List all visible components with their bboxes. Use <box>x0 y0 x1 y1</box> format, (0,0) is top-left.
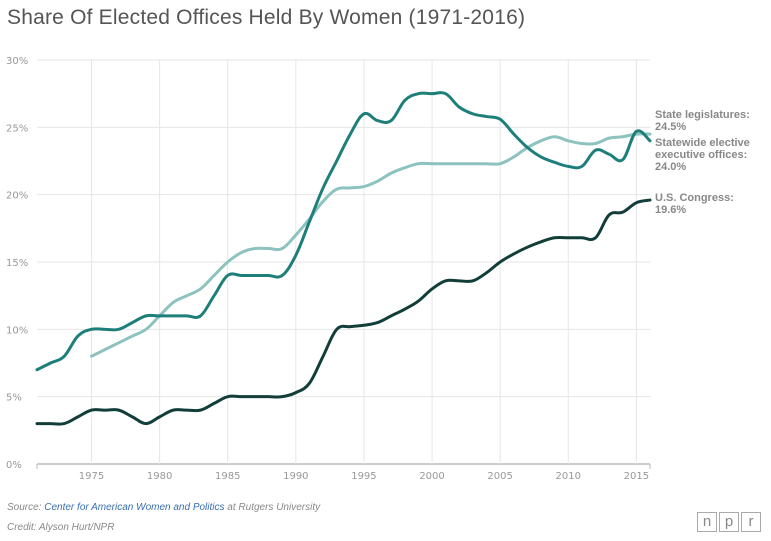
label-layer: State legislatures:24.5% Statewide electi… <box>655 109 750 216</box>
x-tick-label: 2005 <box>487 471 512 482</box>
source-link[interactable]: Center for American Women and Politics <box>44 502 225 513</box>
line-chart: 0% 5% 10% 15% 20% 25% 30% 1975 1980 1985 1990 1995 2… <box>6 56 750 482</box>
series-value-us-congress: 19.6% <box>655 204 686 216</box>
y-tick-label: 30% <box>6 56 28 67</box>
series-line-us-congress <box>35 198 652 426</box>
chart-title: Share Of Elected Offices Held By Women (… <box>7 6 526 29</box>
y-tick-label: 5% <box>6 393 22 404</box>
series-line-state-legislatures <box>35 91 652 372</box>
logo-letter-r: r <box>741 512 761 532</box>
series-layer <box>35 91 652 426</box>
credit-note: Credit: Alyson Hurt/NPR <box>7 522 115 533</box>
x-tick-label: 2015 <box>624 471 649 482</box>
series-label-statewide-line2: executive offices: <box>655 149 747 161</box>
series-label-state-legislatures: State legislatures: <box>655 109 750 121</box>
x-tick-label: 1980 <box>147 471 172 482</box>
y-tick-label: 20% <box>6 191 28 202</box>
y-tick-label: 25% <box>6 123 28 134</box>
grid-layer <box>36 59 651 469</box>
npr-logo: n p r <box>697 512 761 532</box>
logo-letter-p: p <box>719 512 739 532</box>
x-tick-label: 2010 <box>556 471 581 482</box>
x-tick-label: 1990 <box>283 471 308 482</box>
series-label-us-congress: U.S. Congress: <box>655 192 734 204</box>
series-label-statewide-line1: Statewide elective <box>655 137 750 149</box>
y-tick-label: 10% <box>6 325 28 336</box>
series-label-statewide-executive: Statewide elective executive offices: <box>655 137 750 161</box>
source-suffix: at Rutgers University <box>224 502 321 513</box>
x-tick-label: 1975 <box>79 471 104 482</box>
series-line-statewide-executive <box>89 132 652 358</box>
logo-letter-n: n <box>697 512 717 532</box>
y-tick-label: 15% <box>6 258 28 269</box>
series-value-state-legislatures: 24.5% <box>655 121 686 133</box>
x-tick-label: 1985 <box>215 471 240 482</box>
x-tick-label: 1995 <box>351 471 376 482</box>
source-note: Source: Center for American Women and Po… <box>7 502 320 513</box>
series-value-statewide-executive: 24.0% <box>655 161 686 173</box>
axis-layer: 0% 5% 10% 15% 20% 25% 30% 1975 1980 1985 1990 1995 2… <box>6 56 649 482</box>
source-prefix: Source: <box>7 502 45 513</box>
y-tick-label: 0% <box>6 460 22 471</box>
x-tick-label: 2000 <box>419 471 444 482</box>
